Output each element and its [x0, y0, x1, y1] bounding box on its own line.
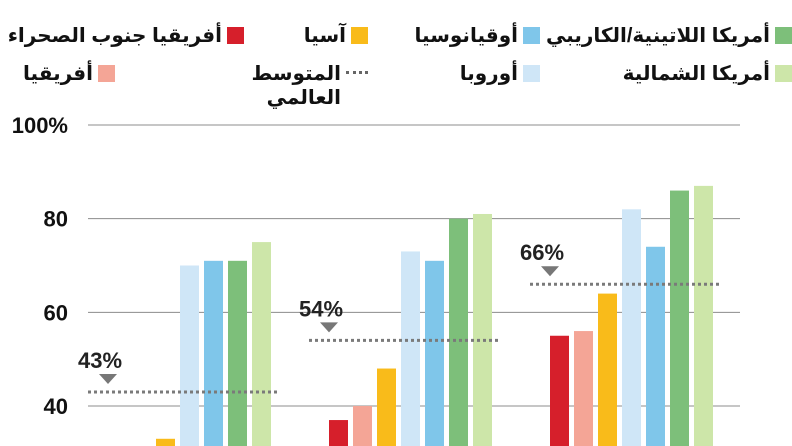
bar-nam — [473, 213, 492, 446]
bar-ssa — [329, 420, 348, 446]
bar-eur — [401, 251, 420, 446]
legend-item-average: المتوسط العالمي — [241, 62, 368, 110]
bar-latam — [449, 218, 468, 446]
bar-oce — [425, 260, 444, 446]
y-tick-label: 100% — [12, 113, 68, 138]
legend-swatch-average — [346, 62, 368, 79]
chart-legend: أفريقيا جنوب الصحراء آسيا أوقيانوسيا أمر… — [0, 0, 792, 120]
bar-asia — [156, 438, 175, 446]
bar-asia — [377, 368, 396, 446]
legend-label-africa: أفريقيا — [23, 63, 93, 85]
average-marker-icon — [541, 266, 559, 277]
legend-swatch-oceania — [523, 27, 540, 44]
bar-latam — [228, 260, 247, 446]
legend-item-asia: آسيا — [304, 24, 368, 48]
legend-item-north-america: أمريكا الشمالية — [623, 62, 792, 86]
bar-ssa — [550, 335, 569, 446]
legend-swatch-ssa — [227, 27, 244, 44]
legend-swatch-europe — [523, 65, 540, 82]
average-label: 54% — [299, 296, 343, 321]
y-tick-label: 60 — [44, 300, 68, 325]
bar-eur — [622, 209, 641, 446]
bar-africa — [353, 406, 372, 446]
legend-swatch-north-america — [775, 65, 792, 82]
legend-swatch-africa — [98, 65, 115, 82]
legend-label-oceania: أوقيانوسيا — [414, 25, 518, 47]
average-marker-icon — [320, 322, 338, 333]
average-label: 66% — [520, 240, 564, 265]
legend-label-average: المتوسط العالمي — [251, 63, 341, 109]
legend-label-ssa: أفريقيا جنوب الصحراء — [7, 25, 222, 47]
legend-item-ssa: أفريقيا جنوب الصحراء — [8, 24, 244, 48]
legend-label-europe: أوروبا — [459, 63, 518, 85]
y-tick-label: 80 — [44, 207, 68, 232]
bar-nam — [252, 242, 271, 446]
bar-africa — [574, 331, 593, 446]
bar-asia — [598, 293, 617, 446]
legend-label-latam: أمريكا اللاتينية/الكاريبي — [545, 25, 770, 47]
average-marker-icon — [99, 373, 117, 384]
y-tick-label: 40 — [44, 394, 68, 419]
legend-swatch-latam — [775, 27, 792, 44]
bar-nam — [694, 185, 713, 446]
average-label: 43% — [78, 348, 122, 373]
legend-item-latam: أمريكا اللاتينية/الكاريبي — [546, 24, 792, 48]
legend-label-north-america: أمريكا الشمالية — [622, 63, 770, 85]
legend-item-africa: أفريقيا — [23, 62, 115, 86]
bar-oce — [646, 246, 665, 446]
bar-oce — [204, 260, 223, 446]
legend-item-oceania: أوقيانوسيا — [415, 24, 540, 48]
bar-latam — [670, 190, 689, 446]
bar-eur — [180, 265, 199, 446]
legend-label-asia: آسيا — [303, 25, 346, 47]
legend-swatch-asia — [351, 27, 368, 44]
legend-item-europe: أوروبا — [460, 62, 540, 86]
